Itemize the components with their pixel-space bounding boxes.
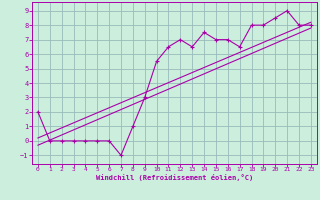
- X-axis label: Windchill (Refroidissement éolien,°C): Windchill (Refroidissement éolien,°C): [96, 174, 253, 181]
